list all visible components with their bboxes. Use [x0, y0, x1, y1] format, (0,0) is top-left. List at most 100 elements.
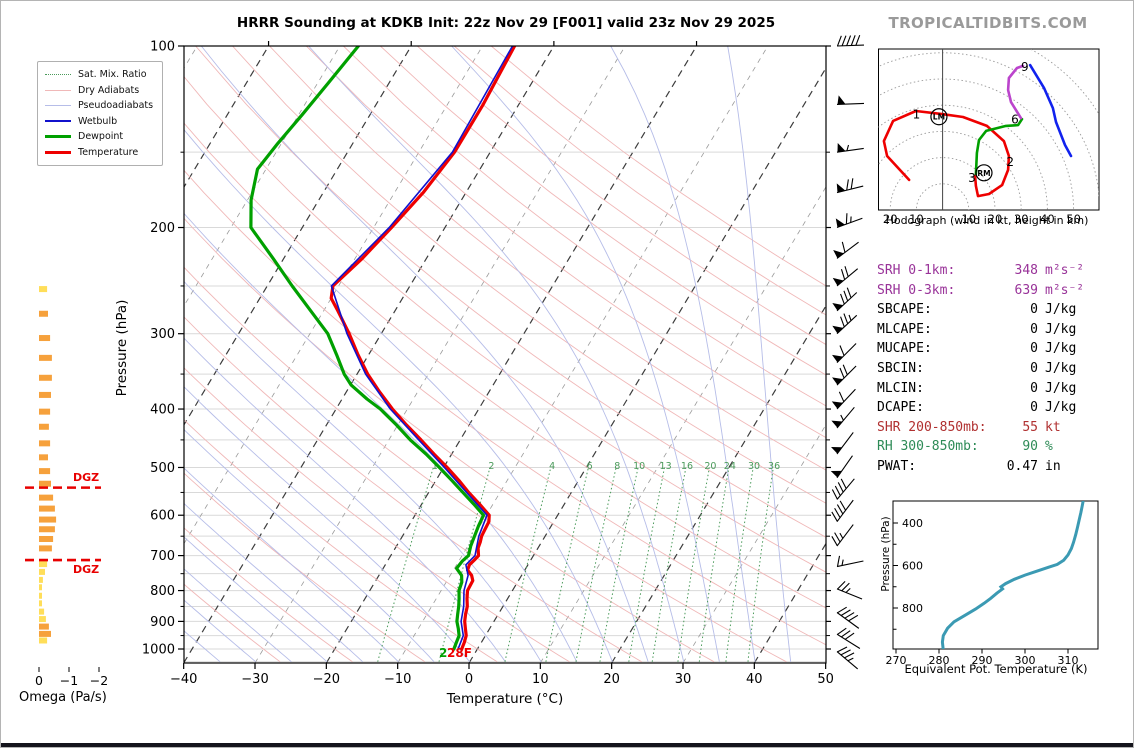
temperature-axis-label: Temperature (°C) — [446, 691, 564, 707]
wind-barb — [831, 478, 855, 500]
svg-text:270: 270 — [886, 654, 907, 667]
svg-text:900: 900 — [150, 615, 175, 630]
mixing-ratio-label: 16 — [681, 461, 693, 472]
dgz-label-lower: DGZ — [73, 563, 100, 576]
dewpoint-line-sample — [45, 135, 71, 139]
stat-dcape: DCAPE: 0 J/kg — [877, 400, 1077, 416]
svg-text:LM: LM — [933, 113, 945, 122]
svg-text:2: 2 — [488, 461, 494, 472]
svg-text:280: 280 — [929, 654, 950, 667]
dry-adiabat-line-sample — [45, 89, 71, 91]
svg-text:290: 290 — [972, 654, 993, 667]
wind-barb — [836, 143, 864, 153]
omega-bar — [39, 440, 51, 447]
page-title: HRRR Sounding at KDKB Init: 22z Nov 29 [… — [236, 15, 776, 31]
wind-barb — [832, 313, 858, 335]
svg-text:−1: −1 — [60, 673, 78, 688]
pressure-axis-label: Pressure (hPa) — [114, 299, 130, 397]
svg-text:200: 200 — [150, 221, 175, 236]
mixing-ratio-label: 24 — [724, 461, 736, 472]
legend: Sat. Mix. Ratio Dry Adiabats Pseudoadiab… — [37, 61, 164, 166]
svg-text:800: 800 — [902, 602, 923, 615]
thetae-axis-label: Equivalent Pot. Temperature (K) — [904, 662, 1088, 676]
mixing-ratio-label: 30 — [748, 461, 760, 472]
surface-dewpoint-label: 2 — [439, 646, 448, 660]
omega-bar — [39, 526, 55, 533]
omega-bar — [39, 630, 51, 637]
svg-text:700: 700 — [150, 549, 175, 564]
stat-mlcin: MLCIN: 0 J/kg — [877, 380, 1077, 396]
hodo-height-label: 1 — [913, 107, 921, 121]
stat-rh: RH 300-850mb: 90% — [877, 439, 1053, 455]
svg-text:36: 36 — [768, 461, 780, 472]
wind-barb — [836, 35, 865, 47]
temperature-curve — [329, 46, 517, 651]
svg-text:4: 4 — [549, 461, 555, 472]
mixing-ratio-label: 4 — [549, 461, 555, 472]
svg-text:1000: 1000 — [142, 643, 175, 658]
svg-text:20: 20 — [883, 212, 898, 226]
wind-barb — [835, 213, 863, 229]
svg-text:500: 500 — [150, 461, 175, 476]
omega-bar — [39, 286, 48, 293]
svg-text:30: 30 — [675, 672, 692, 687]
omega-bar — [39, 616, 46, 623]
wind-barb — [831, 499, 854, 523]
stat-sbcape: SBCAPE: 0 J/kg — [877, 302, 1077, 318]
wind-barb — [831, 432, 854, 455]
stat-srh-0-3km: SRH 0-3km: 639 m²s⁻² — [877, 282, 1085, 298]
svg-text:30: 30 — [748, 461, 760, 472]
legend-item: Pseudoadiabats — [45, 98, 153, 114]
svg-text:−40: −40 — [170, 672, 197, 687]
svg-text:−2: −2 — [90, 673, 108, 688]
mixing-ratio-lines — [377, 467, 774, 662]
svg-text:600: 600 — [902, 560, 923, 573]
storm-motion-marker — [930, 108, 948, 126]
wind-barb — [831, 524, 854, 547]
omega-bar — [39, 505, 55, 512]
omega-bar — [39, 576, 43, 583]
svg-text:10: 10 — [961, 212, 976, 226]
svg-text:24: 24 — [724, 461, 736, 472]
skewt-gridlines — [184, 46, 826, 663]
omega-bar — [39, 335, 51, 342]
omega-bar — [39, 535, 54, 542]
mixing-ratio-label: 2 — [488, 461, 494, 472]
omega-bar — [39, 600, 42, 607]
svg-text:310: 310 — [1058, 654, 1079, 667]
wind-barb — [836, 95, 865, 105]
mix-ratio-line-sample — [45, 74, 71, 76]
svg-text:0: 0 — [465, 672, 473, 687]
legend-item: Dry Adiabats — [45, 83, 153, 99]
omega-bar — [39, 310, 48, 317]
wind-barb — [836, 178, 864, 194]
svg-text:50: 50 — [817, 672, 834, 687]
svg-text:400: 400 — [902, 517, 923, 530]
omega-bar — [39, 637, 48, 644]
svg-text:100: 100 — [150, 40, 175, 55]
wind-barb — [836, 627, 861, 649]
omega-bar — [39, 592, 42, 599]
mixing-ratio-label: 1 — [432, 461, 438, 472]
wind-barb — [832, 287, 858, 312]
svg-text:−20: −20 — [313, 672, 340, 687]
mixing-ratio-label: 36 — [768, 461, 780, 472]
pseudoadiabat-line-sample — [45, 105, 71, 107]
stat-mucape: MUCAPE: 0 J/kg — [877, 341, 1077, 357]
omega-bar — [39, 423, 49, 430]
wind-barb — [832, 266, 859, 287]
mixing-ratio-label: 20 — [704, 461, 716, 472]
omega-bar — [39, 468, 51, 475]
omega-bar — [39, 391, 51, 398]
svg-text:−10: −10 — [384, 672, 411, 687]
svg-text:20: 20 — [988, 212, 1003, 226]
hodo-0-3km — [882, 109, 1011, 198]
wind-barb — [830, 455, 853, 479]
svg-text:13: 13 — [660, 461, 672, 472]
omega-bar — [39, 408, 51, 415]
wind-barb — [836, 581, 863, 600]
omega-bar — [39, 608, 45, 615]
svg-text:10: 10 — [909, 212, 924, 226]
svg-text:20: 20 — [603, 672, 620, 687]
